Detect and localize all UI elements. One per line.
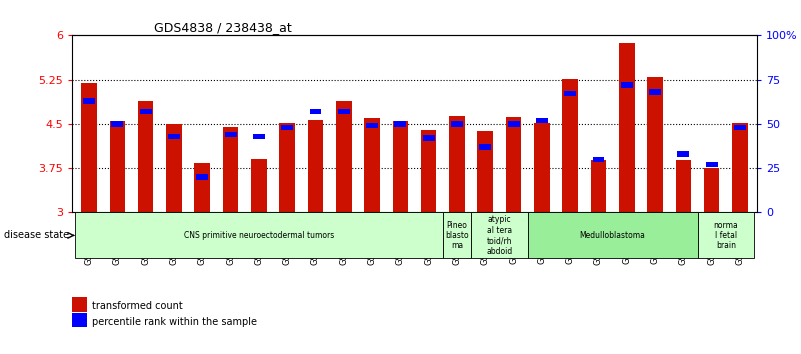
Bar [704,168,719,212]
Bar [196,175,208,180]
Bar [392,121,409,212]
Bar [110,121,125,212]
Bar [138,102,154,212]
Text: transformed count: transformed count [92,301,183,311]
Bar [562,79,578,212]
Bar [223,127,239,212]
Bar [166,125,182,212]
Bar [421,130,437,212]
Bar [479,144,491,149]
Bar [338,109,350,114]
Bar [590,160,606,212]
Bar [281,125,293,130]
FancyBboxPatch shape [75,212,443,258]
FancyBboxPatch shape [443,212,471,258]
Bar [508,121,520,127]
Bar [364,118,380,212]
Bar [451,121,463,127]
Text: Medulloblastoma: Medulloblastoma [580,231,646,240]
Bar [534,123,549,212]
Bar [81,82,97,212]
Bar [139,109,151,114]
Bar [251,159,267,212]
Bar [423,135,435,141]
Bar [280,123,295,212]
Bar [564,91,576,97]
Bar [394,121,406,127]
Bar [734,125,746,130]
Bar [308,120,324,212]
Bar [253,133,265,139]
Bar [336,102,352,212]
Bar [224,132,236,137]
Bar [477,131,493,212]
Bar [83,98,95,104]
Bar [536,118,548,123]
Text: norma
l fetal
brain: norma l fetal brain [714,221,739,250]
Text: GDS4838 / 238438_at: GDS4838 / 238438_at [155,21,292,34]
Bar [621,82,633,88]
Text: percentile rank within the sample: percentile rank within the sample [92,317,257,327]
Text: atypic
al tera
toid/rh
abdoid: atypic al tera toid/rh abdoid [486,215,513,256]
Bar [309,109,321,114]
Bar [619,43,634,212]
Bar [168,133,180,139]
Bar [449,116,465,212]
FancyBboxPatch shape [528,212,698,258]
Bar [732,123,748,212]
FancyBboxPatch shape [698,212,754,258]
Bar [195,164,210,212]
Bar [675,160,691,212]
Text: disease state: disease state [4,230,69,240]
Text: Pineo
blasto
ma: Pineo blasto ma [445,221,469,250]
Bar [111,121,123,127]
Bar [505,117,521,212]
Bar [678,152,690,156]
Bar [706,162,718,167]
Bar [366,123,378,128]
Bar [647,77,663,212]
Bar [649,89,661,95]
Text: CNS primitive neuroectodermal tumors: CNS primitive neuroectodermal tumors [183,231,334,240]
Bar [593,156,605,162]
FancyBboxPatch shape [471,212,528,258]
